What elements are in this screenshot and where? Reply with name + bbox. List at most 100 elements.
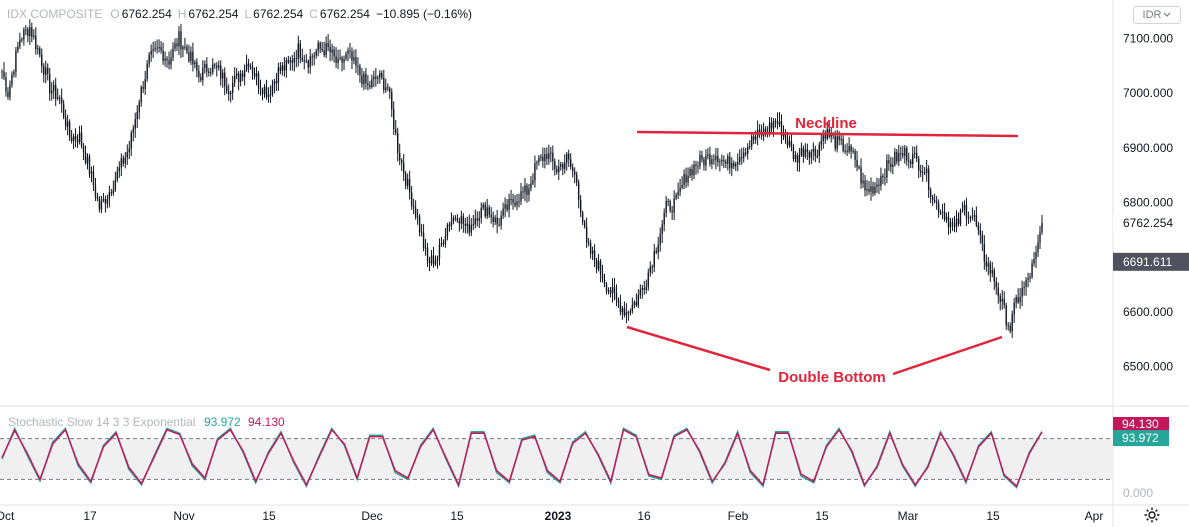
candle-body	[422, 232, 425, 249]
candle-body	[856, 160, 858, 168]
low-label: L	[244, 7, 252, 21]
candle-body	[478, 218, 480, 221]
candle-body	[635, 302, 638, 306]
candle-body	[72, 136, 75, 141]
stochastic-k-badge-label: 93.972	[1122, 431, 1159, 445]
candle-body	[796, 155, 799, 163]
candle-body	[259, 87, 262, 90]
candle-body	[1027, 278, 1029, 280]
candle-body	[556, 168, 558, 173]
candle-body	[345, 53, 347, 60]
candle-body	[965, 204, 968, 218]
candle-body	[961, 209, 964, 211]
candle-body	[27, 29, 29, 37]
candle-body	[3, 71, 5, 78]
candle-body	[981, 234, 984, 244]
candle-body	[838, 136, 840, 140]
candle-body	[269, 94, 272, 96]
candle-body	[150, 50, 152, 55]
currency-button[interactable]: IDR	[1133, 6, 1181, 24]
candle-body	[454, 217, 457, 219]
candle-body	[812, 148, 815, 152]
candle-body	[941, 211, 944, 213]
candle-body	[587, 242, 590, 244]
candle-body	[935, 201, 938, 203]
candle-body	[486, 207, 488, 217]
candle-body	[309, 56, 311, 68]
candle-body	[160, 47, 162, 51]
candle-body	[41, 54, 43, 67]
candle-body	[251, 66, 254, 74]
candle-body	[945, 216, 948, 220]
gear-icon[interactable]	[1143, 506, 1161, 524]
candle-body	[265, 86, 268, 98]
candle-body	[204, 63, 206, 68]
candle-body	[480, 207, 482, 219]
candle-body	[476, 218, 478, 221]
price-tick-label: 6800.000	[1123, 196, 1173, 210]
candle-body	[410, 192, 413, 207]
candle-body	[273, 81, 276, 85]
candle-body	[120, 158, 123, 168]
candle-body	[900, 153, 902, 155]
candle-body	[963, 204, 966, 210]
time-tick-label: 15	[986, 509, 1000, 523]
candle-body	[691, 168, 693, 176]
candle-body	[170, 57, 172, 65]
candle-body	[836, 136, 838, 149]
candle-body	[333, 49, 335, 57]
candle-body	[862, 180, 864, 184]
candle-body	[617, 299, 620, 303]
candle-body	[315, 50, 317, 56]
candle-body	[224, 72, 226, 87]
candle-body	[699, 155, 701, 167]
candle-body	[878, 184, 880, 186]
candle-body	[311, 56, 313, 58]
candle-body	[391, 92, 393, 110]
candle-body	[824, 134, 826, 139]
candle-body	[591, 250, 594, 254]
candle-body	[414, 207, 417, 218]
candle-body	[222, 72, 224, 79]
candle-body	[1039, 232, 1041, 243]
time-tick-label: 15	[262, 509, 276, 523]
prev-price-badge	[1113, 252, 1189, 271]
candle-body	[800, 148, 803, 156]
price-axis[interactable]: 7100.000 7000.000 6900.000 6800.000 6600.000…	[1113, 31, 1189, 374]
candle-body	[842, 138, 844, 151]
candle-body	[693, 164, 695, 176]
candle-body	[866, 189, 868, 191]
stochastic-k-legend: 93.972	[204, 415, 241, 429]
symbol-name[interactable]: IDX COMPOSITE	[7, 7, 103, 21]
candle-body	[430, 255, 433, 264]
candle-body	[335, 56, 337, 64]
candle-body	[733, 163, 735, 167]
candle-body	[786, 138, 789, 146]
candle-body	[715, 155, 717, 161]
candle-body	[925, 168, 928, 173]
candle-body	[886, 160, 888, 178]
candle-body	[717, 155, 719, 163]
candle-body	[138, 102, 140, 112]
candle-body	[464, 223, 467, 226]
stochastic-d-line	[1, 428, 1043, 488]
candle-body	[985, 261, 988, 267]
candle-body	[239, 73, 242, 83]
candle-body	[450, 221, 453, 227]
time-axis[interactable]: Oct 17 Nov 15 Dec 15 2023 16 Feb 15 Mar 15 Apr	[0, 509, 1103, 523]
candle-body	[387, 87, 389, 89]
candle-body	[902, 153, 904, 156]
time-tick-label: 16	[637, 509, 651, 523]
candle-body	[35, 35, 37, 50]
candle-body	[122, 158, 125, 164]
candle-body	[894, 151, 896, 165]
candle-body	[341, 57, 343, 63]
candle-body	[241, 73, 244, 77]
candle-body	[957, 218, 960, 225]
candle-body	[357, 65, 359, 67]
candle-body	[329, 46, 331, 53]
candle-body	[1007, 325, 1009, 327]
time-tick-label: 2023	[545, 509, 572, 523]
candle-body	[806, 149, 809, 153]
